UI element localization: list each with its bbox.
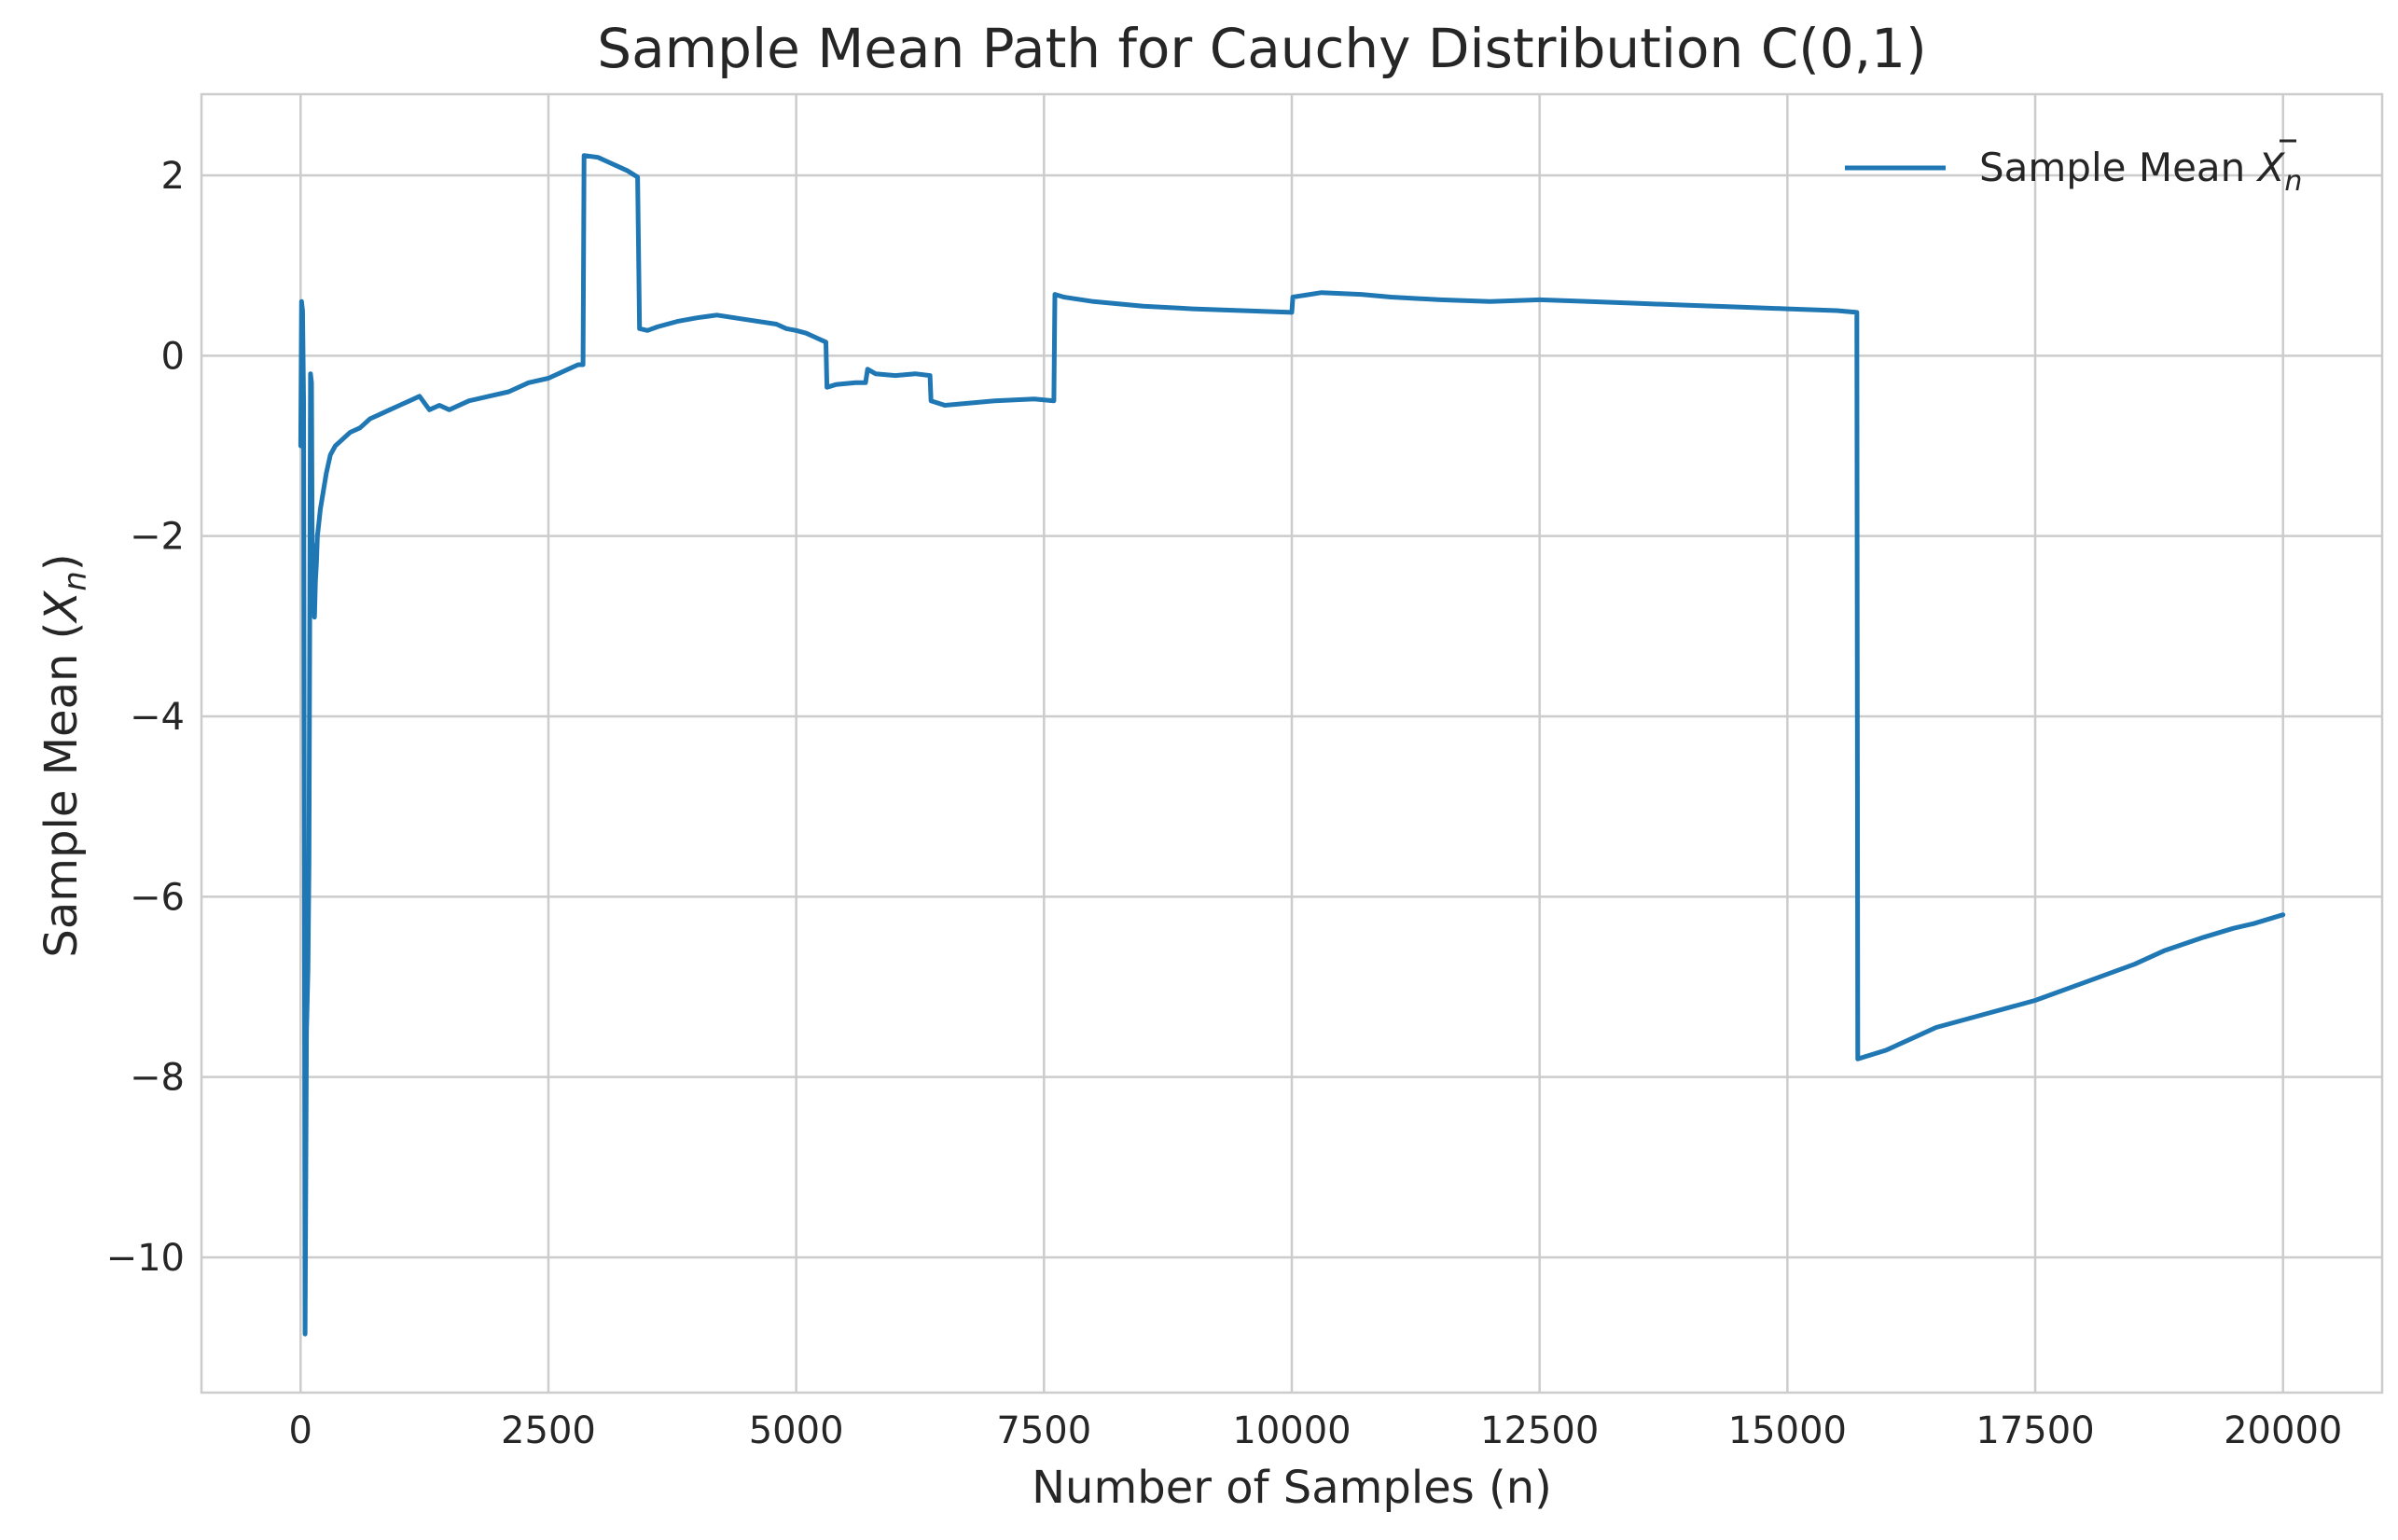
- plot-area-frame: [200, 92, 2384, 1394]
- y-tick-label: 0: [161, 335, 185, 378]
- x-tick-label: 5000: [749, 1409, 844, 1452]
- tick-labels: 0 2500 5000 7500 10000 12500 15000 17500 20000 −1…: [106, 155, 2343, 1452]
- chart-title: Sample Mean Path for Cauchy Distribution…: [597, 17, 1926, 80]
- y-tick-label: −4: [130, 696, 185, 739]
- x-tick-label: 20000: [2224, 1409, 2342, 1452]
- x-tick-label: 17500: [1975, 1409, 2094, 1452]
- grid-lines: [201, 94, 2382, 1393]
- y-tick-label: −8: [130, 1057, 185, 1100]
- legend-label: Sample Mean Xn: [1979, 145, 2302, 198]
- y-tick-label: 2: [161, 155, 185, 198]
- y-tick-label: −6: [130, 876, 185, 919]
- x-tick-label: 10000: [1232, 1409, 1351, 1452]
- x-tick-label: 2500: [501, 1409, 596, 1452]
- y-tick-label: −10: [106, 1237, 185, 1280]
- x-axis-label: Number of Samples (n): [1032, 1462, 1552, 1514]
- x-tick-label: 15000: [1728, 1409, 1847, 1452]
- legend: Sample Mean Xn: [1845, 139, 2302, 198]
- y-axis-label: Sample Mean (Xn): [35, 553, 94, 957]
- series-layer: [298, 153, 2286, 1337]
- sample-mean-series-line: [298, 153, 2286, 1337]
- x-tick-label: 12500: [1480, 1409, 1599, 1452]
- y-tick-label: −2: [130, 516, 185, 559]
- x-tick-label: 0: [289, 1409, 312, 1452]
- x-tick-label: 7500: [996, 1409, 1091, 1452]
